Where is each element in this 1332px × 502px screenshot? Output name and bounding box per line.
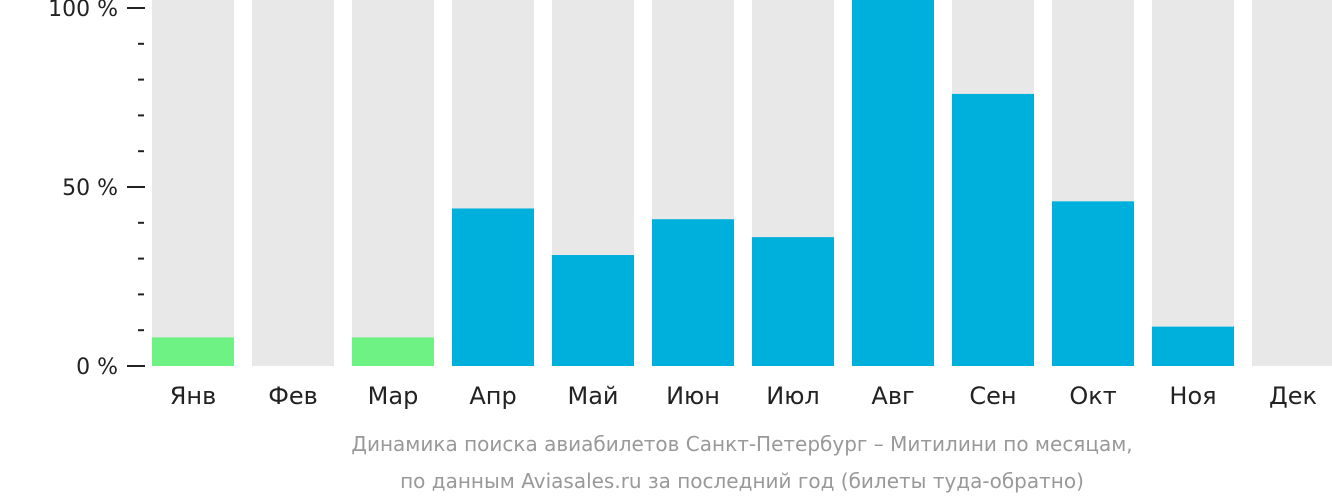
- x-tick-label: Дек: [1269, 382, 1317, 410]
- bar: [652, 219, 734, 366]
- x-tick-label: Окт: [1069, 382, 1116, 410]
- y-axis: 100 % 50 % 0 %: [48, 0, 145, 380]
- y-tick-label: 0 %: [76, 355, 118, 380]
- x-tick-label: Ноя: [1169, 382, 1216, 410]
- x-tick-label: Июн: [666, 382, 720, 410]
- bar-track: [1152, 0, 1234, 366]
- chart-caption: Динамика поиска авиабилетов Санкт-Петерб…: [351, 432, 1132, 493]
- y-tick-label: 100 %: [48, 0, 118, 22]
- bar: [452, 208, 534, 366]
- x-tick-label: Янв: [170, 382, 217, 410]
- x-tick-label: Июл: [766, 382, 820, 410]
- bar: [952, 93, 1034, 367]
- bar-track: [152, 0, 234, 366]
- y-tick-label: 50 %: [62, 176, 118, 201]
- x-tick-label: Апр: [469, 382, 516, 410]
- bar-track: [1252, 0, 1332, 366]
- x-tick-label: Авг: [871, 382, 914, 410]
- x-tick-label: Май: [567, 382, 618, 410]
- bar: [352, 337, 434, 366]
- bar: [752, 237, 834, 366]
- bars: [152, 0, 1332, 367]
- x-tick-label: Мар: [368, 382, 419, 410]
- bar: [1052, 201, 1134, 366]
- bar: [1152, 326, 1234, 366]
- bar-track: [252, 0, 334, 366]
- bar: [852, 0, 934, 366]
- bar-track: [352, 0, 434, 366]
- x-tick-label: Фев: [268, 382, 318, 410]
- caption-line-1: Динамика поиска авиабилетов Санкт-Петерб…: [351, 432, 1132, 456]
- caption-line-2: по данным Aviasales.ru за последний год …: [400, 469, 1084, 493]
- x-tick-label: Сен: [969, 382, 1016, 410]
- bar: [552, 255, 634, 366]
- bar: [152, 337, 234, 366]
- x-axis-labels: Янв Фев Мар Апр Май Июн Июл Авг Сен Окт Ноя Дек: [170, 382, 1317, 410]
